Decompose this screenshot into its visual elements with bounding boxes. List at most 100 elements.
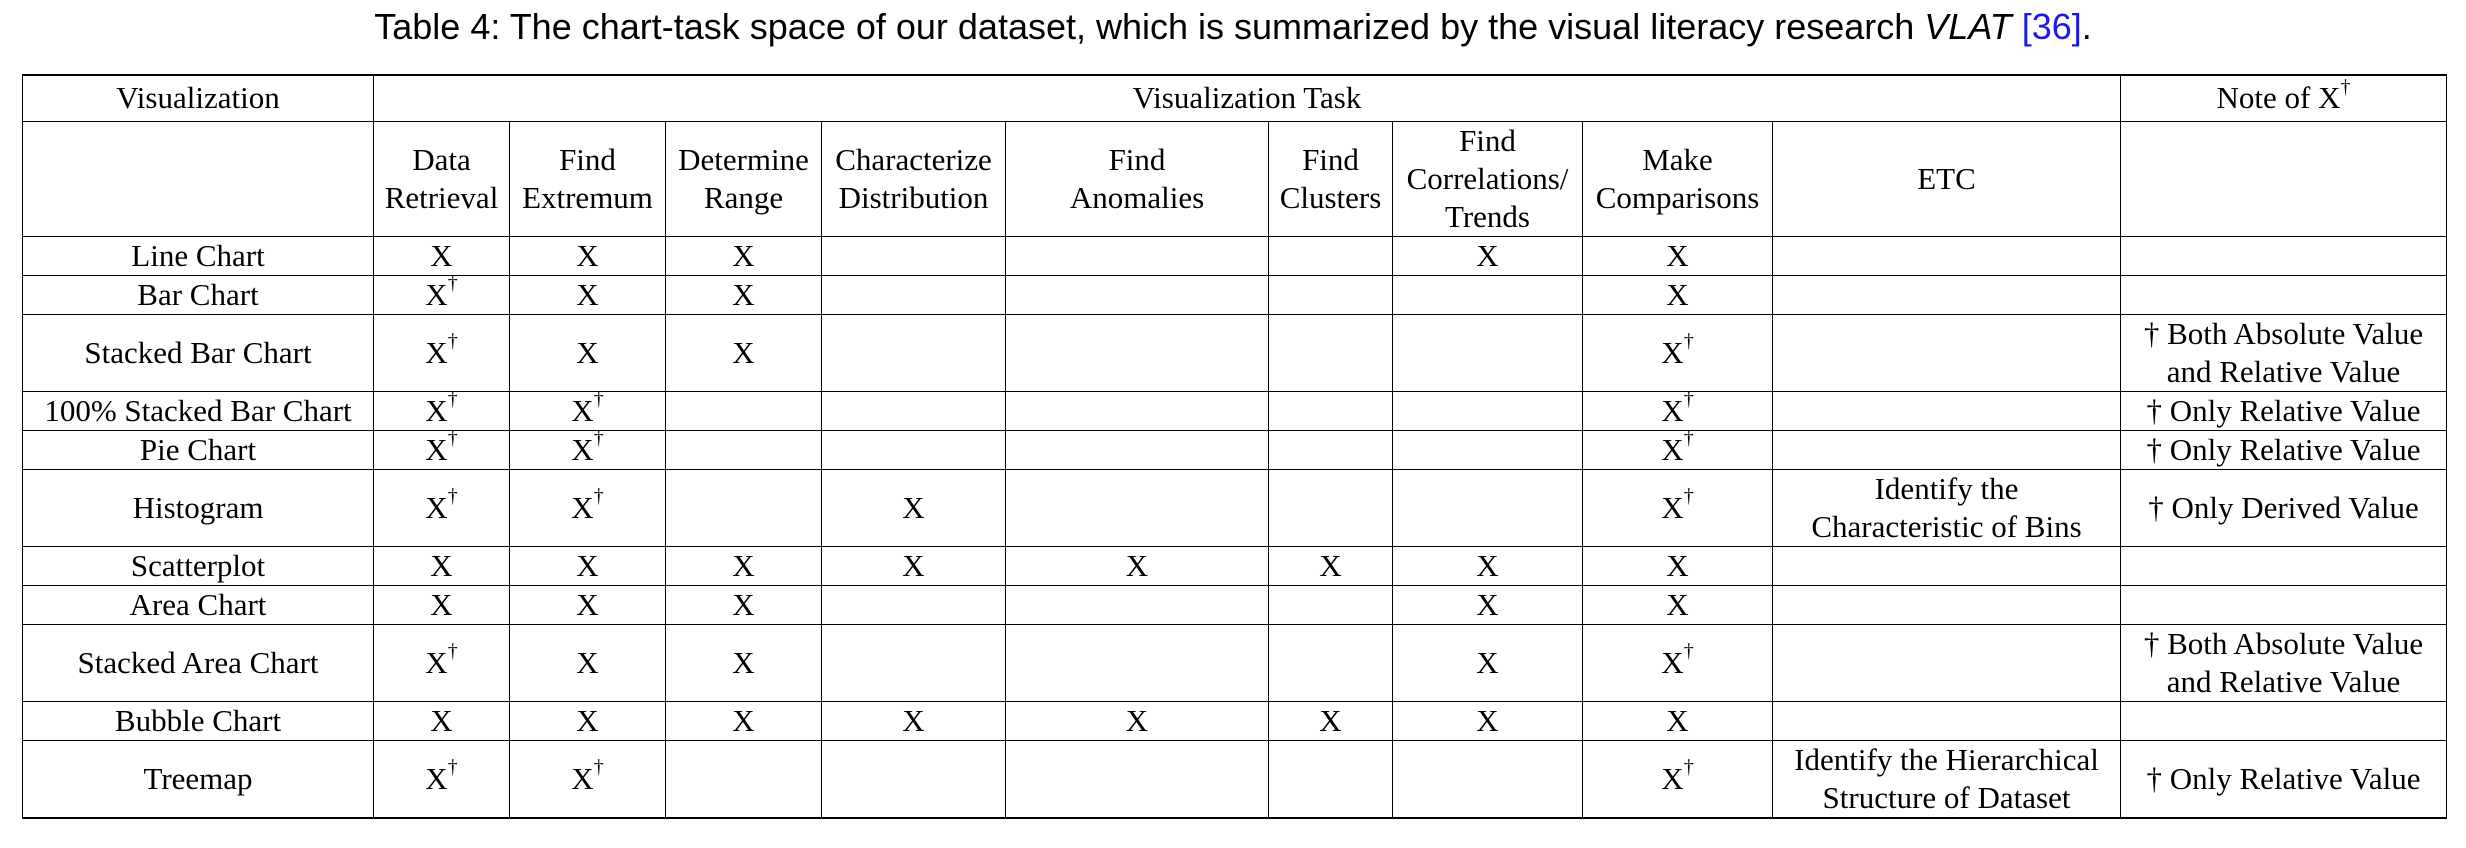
task-mark: X (425, 431, 448, 467)
task-cell: X† (509, 427, 666, 470)
dagger-mark: † (593, 485, 604, 508)
task-cell: X (373, 700, 510, 741)
task-cell: X (509, 235, 666, 276)
task-cell: X† (509, 468, 666, 547)
task-mark: X (732, 237, 755, 273)
dagger-mark: † (447, 640, 458, 663)
task-cell: X (1582, 584, 1773, 625)
task-cell: X† (373, 739, 510, 819)
task-cell (1268, 390, 1393, 431)
task-mark: X (1476, 702, 1499, 738)
task-cell: X (1005, 545, 1269, 586)
task-mark: X (1666, 547, 1689, 583)
etc-line: Structure of Dataset (1822, 779, 2071, 815)
task-cell: X† (509, 739, 666, 819)
note-cell (2120, 700, 2447, 741)
task-mark: X (732, 644, 755, 680)
citation-link[interactable]: [36] (2021, 6, 2082, 47)
note-cell (2120, 545, 2447, 586)
task-mark: X (425, 392, 448, 428)
table-row: Stacked Area Chart X† X X X X† † Both Absolute… (22, 623, 2447, 702)
task-cell (1392, 739, 1583, 819)
task-header-line: Comparisons (1595, 179, 1760, 215)
task-mark: X (425, 760, 448, 796)
table-row: Treemap X† X† X† Identify the Hierarchical St… (22, 739, 2447, 819)
task-mark: X (732, 276, 755, 312)
task-header-line: Find (1459, 122, 1516, 158)
task-cell (1268, 274, 1393, 315)
visualization-name: Pie Chart (22, 429, 374, 470)
dagger-mark: † (593, 388, 604, 411)
task-mark: X (576, 334, 599, 370)
note-line: and Relative Value (2166, 663, 2401, 699)
task-cell: X (1582, 274, 1773, 315)
task-cell (1005, 235, 1269, 276)
task-cell: X (509, 584, 666, 625)
task-cell (1392, 274, 1583, 315)
etc-cell (1772, 623, 2121, 702)
caption-italic: VLAT (1924, 6, 2012, 47)
task-cell (1005, 623, 1269, 702)
dagger-mark: † (447, 272, 458, 295)
task-mark: X (1476, 644, 1499, 680)
task-mark: X (902, 547, 925, 583)
task-cell (1392, 468, 1583, 547)
dagger-mark: † (593, 756, 604, 779)
table-row: Stacked Bar Chart X† X X X† † Both Absolute V… (22, 313, 2447, 392)
task-cell: X† (1582, 739, 1773, 819)
dagger-mark: † (593, 427, 604, 450)
task-mark: X (1666, 237, 1689, 273)
task-mark: X (571, 489, 594, 525)
etc-cell (1772, 700, 2121, 741)
task-header-line: Make (1642, 141, 1713, 177)
task-header-line: Retrieval (384, 179, 499, 215)
etc-cell (1772, 584, 2121, 625)
task-mark: X (1125, 702, 1149, 738)
note-header-empty (2120, 120, 2447, 237)
task-mark: X (1319, 702, 1342, 738)
etc-cell (1772, 545, 2121, 586)
task-cell (1268, 739, 1393, 819)
task-cell: X (821, 545, 1006, 586)
task-cell: X (665, 584, 822, 625)
note-line: † Only Relative Value (2146, 392, 2421, 428)
header-note-dagger: † (2340, 75, 2351, 98)
task-cell (1005, 313, 1269, 392)
visualization-name: Bar Chart (22, 274, 374, 315)
task-cell: X (1268, 700, 1393, 741)
etc-cell: Identify the Characteristic of Bins (1772, 468, 2121, 547)
task-mark: X (571, 431, 594, 467)
task-header-2: Determine Range (665, 120, 822, 237)
task-cell (821, 390, 1006, 431)
etc-line: Identify the (1874, 470, 2019, 506)
task-cell: X (373, 584, 510, 625)
dagger-mark: † (1683, 427, 1694, 450)
task-mark: X (1666, 276, 1689, 312)
task-cell (1005, 739, 1269, 819)
etc-cell (1772, 429, 2121, 470)
task-mark: X (425, 489, 448, 525)
task-cell: X (509, 313, 666, 392)
visualization-name: Treemap (22, 739, 374, 819)
table-body: Line Chart X X X X X Bar Chart X† X X X Stacked Bar… (22, 235, 2447, 819)
task-cell (821, 313, 1006, 392)
note-line: and Relative Value (2166, 353, 2401, 389)
task-cell: X (1582, 545, 1773, 586)
task-cell: X (1392, 545, 1583, 586)
dagger-mark: † (1683, 330, 1694, 353)
task-cell (665, 468, 822, 547)
task-header-line: ETC (1917, 160, 1976, 196)
task-cell: X (1005, 700, 1269, 741)
dagger-mark: † (1683, 640, 1694, 663)
caption-suffix: . (2081, 6, 2092, 47)
task-header-line: Anomalies (1069, 179, 1205, 215)
task-header-line: Distribution (838, 179, 989, 215)
task-mark: X (425, 276, 448, 312)
task-mark: X (576, 702, 599, 738)
visualization-name: Stacked Area Chart (22, 623, 374, 702)
task-cell (821, 584, 1006, 625)
task-cell (1268, 623, 1393, 702)
task-mark: X (576, 547, 599, 583)
task-header-3: Characterize Distribution (821, 120, 1006, 237)
task-header-line: Find (559, 141, 616, 177)
